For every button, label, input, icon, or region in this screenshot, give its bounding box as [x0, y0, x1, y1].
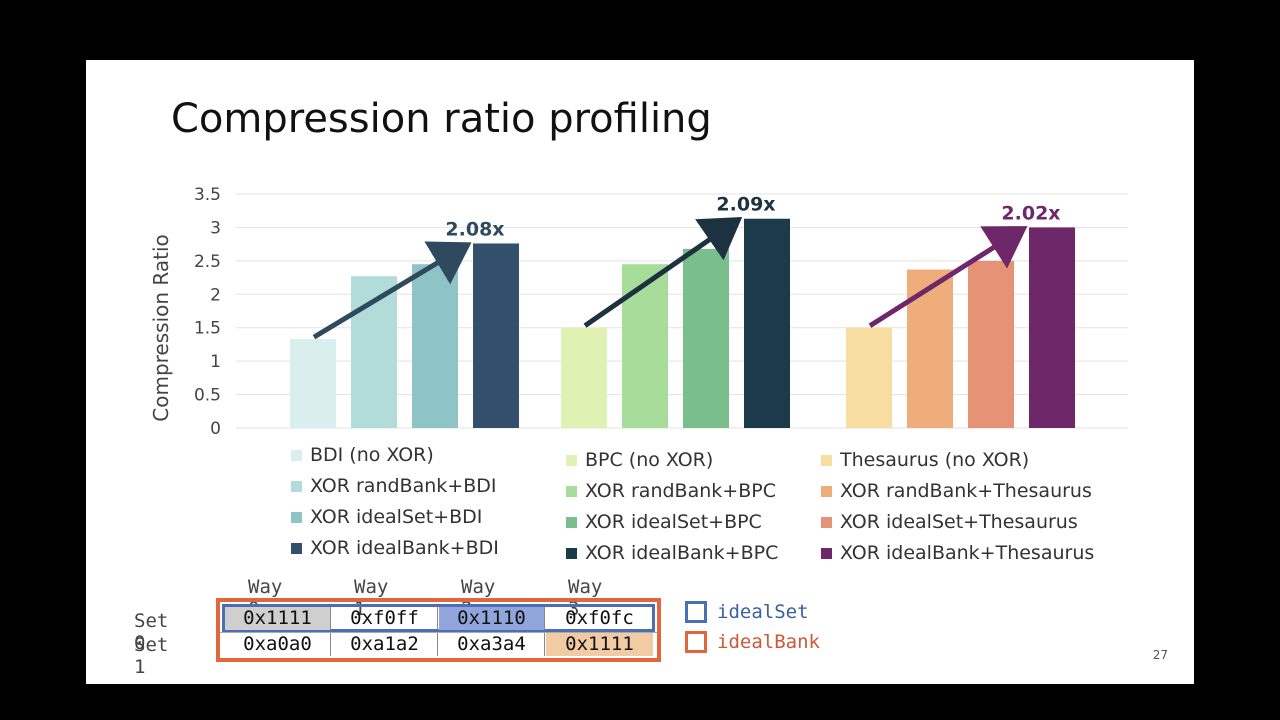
y-tick-labels: 0 0.5 1 1.5 2 2.5 3 3.5 — [194, 185, 221, 439]
legend-swatch — [291, 511, 302, 523]
bar-1-2 — [683, 248, 729, 428]
box-key: idealBank — [685, 631, 820, 653]
page-number: 27 — [1152, 648, 1168, 662]
cache-cell: 0x1110 — [439, 607, 545, 630]
legend-swatch — [291, 480, 302, 492]
legend-swatch — [566, 454, 577, 466]
way-label: Way 1 — [354, 576, 389, 620]
legend-label: BPC (no XOR) — [585, 449, 714, 471]
legend-label: XOR idealBank+BPC — [585, 542, 779, 564]
legend-item: XOR idealSet+Thesaurus — [821, 511, 1078, 533]
box-key-label: idealBank — [717, 631, 820, 653]
box-key-swatch — [685, 631, 707, 653]
compression-ratio-chart: 0 0.5 1 1.5 2 2.5 3 3.5 Compression Ratio 2.08x… — [149, 185, 1128, 439]
y-tick-label: 0 — [210, 419, 221, 439]
legend-item: XOR idealSet+BDI — [291, 506, 482, 528]
bars — [290, 218, 1075, 428]
legend-item: XOR randBank+BDI — [291, 475, 496, 497]
bar-0-0 — [290, 339, 336, 428]
legend-label: XOR randBank+BDI — [310, 475, 497, 497]
y-tick-label: 2 — [210, 285, 221, 305]
legend-item: XOR idealBank+Thesaurus — [821, 542, 1094, 564]
slide-title: Compression ratio profiling — [171, 96, 712, 142]
legend-item: XOR idealBank+BDI — [291, 537, 499, 559]
bar-2-2 — [968, 260, 1014, 428]
speedup-label-2: 2.02x — [1001, 202, 1060, 224]
legend-label: XOR idealBank+Thesaurus — [840, 542, 1095, 564]
legend-label: XOR idealSet+BDI — [310, 506, 483, 528]
trend-arrows: 2.08x 2.09x 2.02x — [312, 194, 1061, 340]
y-tick-label: 1 — [210, 352, 221, 372]
legend-swatch — [821, 485, 832, 497]
row-separator — [220, 632, 657, 633]
trend-arrow-2 — [868, 226, 1028, 328]
legend-swatch — [821, 454, 832, 466]
bar-2-3 — [1029, 227, 1075, 428]
bar-1-1 — [622, 264, 668, 428]
slide: Compression ratio profiling 0 0.5 1 1.5 2 2.5… — [86, 60, 1194, 684]
legend-label: XOR idealSet+BPC — [585, 511, 762, 533]
cache-cell: 0xa1a2 — [332, 633, 438, 656]
legend-label: XOR randBank+BPC — [585, 480, 776, 502]
legend-swatch — [291, 449, 302, 461]
y-tick-label: 1.5 — [194, 319, 221, 339]
legend-label: XOR randBank+Thesaurus — [840, 480, 1092, 502]
legend-item: XOR idealSet+BPC — [566, 511, 762, 533]
ideal-bank-outline — [216, 598, 661, 662]
ideal-set-outline — [222, 604, 655, 632]
legend-label: XOR idealBank+BDI — [310, 537, 499, 559]
bar-0-2 — [412, 264, 458, 428]
way-label: Way 3 — [568, 576, 603, 620]
y-axis-label: Compression Ratio — [149, 234, 173, 421]
cache-cell: 0xf0fc — [565, 607, 634, 629]
set-label: Set 0 — [134, 610, 169, 654]
y-tick-label: 3.5 — [194, 185, 221, 205]
box-key-swatch — [685, 601, 707, 623]
legend-swatch — [291, 542, 302, 554]
speedup-label-1: 2.09x — [716, 194, 775, 216]
cache-cell: 0x1111 — [546, 633, 653, 656]
legend-item: XOR idealBank+BPC — [566, 542, 778, 564]
legend-item: XOR randBank+BPC — [566, 480, 776, 502]
box-key-label: idealSet — [717, 601, 809, 623]
set-label: Set 1 — [134, 634, 169, 678]
legend-swatch — [566, 485, 577, 497]
legend-item: Thesaurus (no XOR) — [821, 449, 1029, 471]
y-tick-label: 3 — [210, 218, 221, 238]
legend-label: Thesaurus (no XOR) — [840, 449, 1030, 471]
trend-arrow-0 — [312, 241, 472, 340]
bar-2-0 — [846, 327, 892, 428]
legend-label: BDI (no XOR) — [310, 444, 434, 466]
bar-0-3 — [473, 243, 519, 428]
trend-arrow-1 — [583, 217, 743, 328]
y-tick-label: 0.5 — [194, 386, 221, 406]
legend-swatch — [566, 547, 577, 559]
cache-cell: 0xf0ff — [332, 607, 438, 630]
legend-item: BPC (no XOR) — [566, 449, 713, 471]
legend-item: XOR randBank+Thesaurus — [821, 480, 1092, 502]
bar-1-0 — [561, 327, 607, 428]
box-key: idealSet — [685, 601, 809, 623]
cache-cell: 0xa3a4 — [439, 633, 545, 656]
legend-swatch — [821, 516, 832, 528]
legend-item: BDI (no XOR) — [291, 444, 434, 466]
bar-1-3 — [744, 218, 790, 428]
legend-label: XOR idealSet+Thesaurus — [840, 511, 1078, 533]
bar-2-1 — [907, 269, 953, 428]
speedup-label-0: 2.08x — [445, 218, 504, 240]
cache-cell: 0x1111 — [225, 607, 331, 630]
cache-cell: 0xa0a0 — [225, 633, 331, 656]
y-tick-label: 2.5 — [194, 252, 221, 272]
legend-swatch — [821, 547, 832, 559]
legend-swatch — [566, 516, 577, 528]
